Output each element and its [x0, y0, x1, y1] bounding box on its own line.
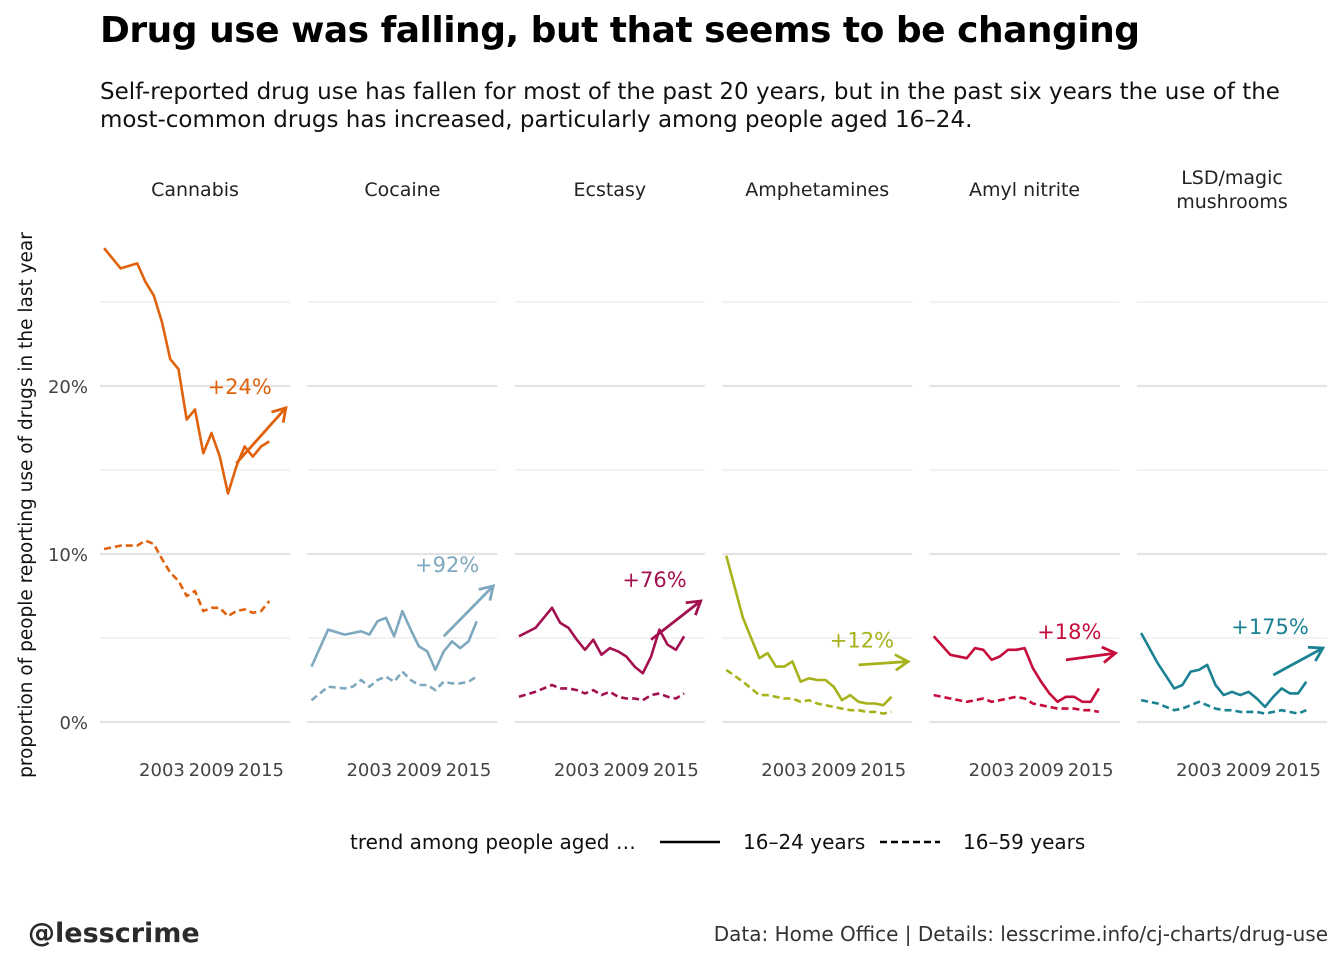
source-note: Data: Home Office | Details: lesscrime.i…: [713, 922, 1328, 946]
legend-entry-label: 16–24 years: [743, 830, 865, 854]
x-tick-label: 2003: [346, 760, 392, 781]
panel-label: mushrooms: [1176, 191, 1288, 213]
x-tick-label: 2009: [603, 760, 649, 781]
panel-label: LSD/magic: [1181, 167, 1283, 189]
trend-arrow-shaft: [235, 406, 287, 465]
twitter-handle: @lesscrime: [28, 918, 200, 949]
x-tick-label: 2015: [1068, 760, 1114, 781]
trend-change-label: +24%: [208, 375, 272, 399]
x-tick-label: 2015: [1275, 760, 1321, 781]
x-tick-label: 2003: [761, 760, 807, 781]
x-tick-label: 2003: [554, 760, 600, 781]
series-line-16-24: [518, 606, 686, 675]
x-tick-label: 2015: [653, 760, 699, 781]
x-tick-label: 2015: [238, 760, 284, 781]
trend-arrow-head: [1101, 645, 1119, 664]
panel-cocaine: Cocaine 2003 2009 2015 +92%: [307, 179, 498, 781]
y-axis-title: proportion of people reporting use of dr…: [16, 232, 37, 778]
x-tick-label: 2009: [189, 760, 235, 781]
series-line-16-24: [103, 247, 270, 495]
series-line-16-59: [1140, 698, 1307, 715]
panel-label: Amphetamines: [745, 179, 889, 201]
legend-title: trend among people aged …: [350, 830, 636, 854]
trend-change-label: +76%: [622, 568, 686, 592]
legend-entry-label: 16–59 years: [963, 830, 1085, 854]
x-tick-label: 2009: [1018, 760, 1064, 781]
trend-arrow-shaft: [1065, 651, 1116, 662]
panel-label: Cannabis: [151, 179, 239, 201]
trend-change-label: +92%: [415, 553, 479, 577]
series-line-16-24: [310, 609, 478, 672]
panel-cannabis: Cannabis 2003 2009 2015 +24%: [100, 179, 290, 781]
y-tick-label: 20%: [48, 377, 88, 398]
series-line-16-24: [1139, 632, 1308, 709]
trend-arrow-head: [685, 599, 703, 616]
series-line-16-24: [725, 555, 893, 707]
panel-label: Cocaine: [364, 179, 440, 201]
trend-arrow-head: [478, 584, 496, 601]
series-line-16-59: [103, 539, 271, 618]
legend: trend among people aged … 16–24 years 16–5…: [350, 830, 1085, 854]
trend-change-label: +12%: [830, 629, 894, 653]
trend-arrow-head: [894, 653, 911, 672]
trend-arrow-head: [1307, 645, 1326, 662]
panel-amyl-nitrite: Amyl nitrite 2003 2009 2015 +18%: [929, 179, 1120, 781]
series-line-16-24: [932, 635, 1101, 704]
series-line-16-59: [518, 683, 685, 702]
x-tick-label: 2009: [811, 760, 857, 781]
x-tick-label: 2015: [446, 760, 492, 781]
trend-arrow-head: [271, 405, 288, 423]
panel-amphetamines: Amphetamines 2003 2009 2015 +12%: [722, 179, 913, 781]
series-line-16-59: [933, 693, 1100, 714]
trend-arrow-shaft: [650, 599, 702, 641]
x-tick-label: 2015: [860, 760, 906, 781]
trend-change-label: +175%: [1231, 615, 1309, 639]
x-tick-label: 2003: [969, 760, 1015, 781]
chart-subtitle: Self-reported drug use has fallen for mo…: [100, 79, 1280, 133]
panel-label: Amyl nitrite: [969, 179, 1080, 201]
y-tick-label: 0%: [59, 713, 88, 734]
panel-ecstasy: Ecstasy 2003 2009 2015 +76%: [514, 179, 705, 781]
trend-arrow-shaft: [1272, 646, 1324, 677]
faceted-line-chart: proportion of people reporting use of dr…: [16, 167, 1327, 854]
y-tick-label: 10%: [48, 545, 88, 566]
series-line-16-59: [725, 668, 892, 715]
x-tick-label: 2009: [396, 760, 442, 781]
x-tick-label: 2003: [139, 760, 185, 781]
trend-arrow-shaft: [858, 660, 909, 667]
trend-arrow-shaft: [442, 584, 495, 638]
panel-label: Ecstasy: [574, 179, 647, 201]
x-tick-label: 2003: [1176, 760, 1222, 781]
x-tick-label: 2009: [1226, 760, 1272, 781]
chart-title: Drug use was falling, but that seems to …: [100, 10, 1140, 51]
trend-change-label: +18%: [1037, 620, 1101, 644]
series-line-16-59: [310, 670, 478, 702]
